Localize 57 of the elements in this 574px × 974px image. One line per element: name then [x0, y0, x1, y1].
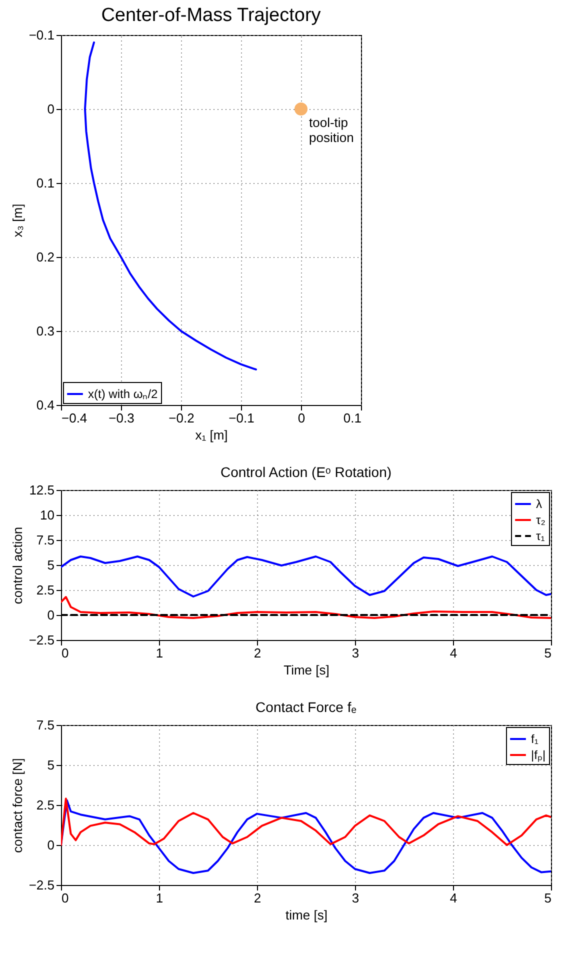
y-axis-title: contact force [N]: [10, 758, 25, 853]
x-tick-label: 2: [254, 890, 262, 906]
x-tick-label: −0.4: [62, 410, 88, 426]
y-tick-label: −0.1: [28, 28, 54, 42]
y-tick-label: 12.5: [29, 482, 54, 498]
y-tick-label: 7.5: [36, 532, 54, 548]
y-axis-title: x₃ [m]: [10, 204, 25, 238]
y-tick-label: 7.5: [36, 718, 54, 732]
line-series: [61, 799, 551, 874]
x-axis-title: Time [s]: [284, 662, 330, 678]
x-tick-label: 2: [254, 646, 262, 660]
x-tick-label: 0.1: [343, 410, 362, 426]
x-tick-label: −0.1: [228, 410, 254, 426]
legend-label: x(t) with ωₙ/2: [88, 387, 158, 401]
legend-label: τ₁: [536, 529, 545, 543]
y-tick-label: 2.5: [36, 798, 54, 812]
y-tick-label: 0: [47, 838, 54, 852]
legend-label: |fₚ|: [531, 748, 546, 762]
x-tick-label: 4: [450, 646, 458, 660]
y-tick-label: 5: [47, 558, 54, 572]
x-tick-label: 1: [156, 890, 164, 906]
x-tick-label: 3: [352, 890, 360, 906]
y-tick-label: 5: [47, 758, 54, 772]
legend-label: f₁: [531, 732, 538, 746]
x-tick-label: 5: [544, 646, 552, 660]
y-tick-label: 10: [40, 508, 54, 522]
line-series: [84, 41, 257, 370]
y-tick-label: 0.2: [36, 250, 54, 264]
chart-title: Contact Force fₑ: [256, 699, 356, 715]
x-axis-title: x₁ [m]: [195, 428, 228, 442]
y-tick-label: −2.5: [28, 878, 54, 892]
x-tick-label: −0.3: [108, 410, 134, 426]
legend-label: τ₂: [536, 513, 546, 527]
line-series: [61, 596, 551, 619]
annotation: tool-tip position: [309, 115, 354, 145]
y-tick-label: 2.5: [36, 582, 54, 598]
y-tick-label: −2.5: [28, 632, 54, 648]
y-tick-label: 0: [47, 608, 54, 622]
chart-title: Control Action (Eᵒ Rotation): [220, 464, 392, 480]
x-tick-label: 1: [156, 646, 164, 660]
legend-label: λ: [536, 497, 542, 511]
x-tick-label: 4: [450, 890, 458, 906]
y-tick-label: 0: [47, 102, 54, 116]
x-tick-label: 3: [352, 646, 360, 660]
x-tick-label: −0.2: [168, 410, 194, 426]
x-tick-label: 0: [62, 890, 69, 906]
y-tick-label: 0.3: [36, 324, 54, 338]
x-tick-label: 0: [298, 410, 306, 426]
y-tick-label: 0.4: [36, 398, 54, 412]
y-tick-label: 0.1: [36, 176, 54, 190]
x-tick-label: 5: [544, 890, 552, 906]
y-axis-title: control action: [10, 526, 25, 604]
line-series: [61, 556, 551, 598]
x-tick-label: 0: [62, 646, 69, 660]
chart-title: Center-of-Mass Trajectory: [101, 5, 322, 26]
x-axis-title: time [s]: [286, 908, 328, 922]
line-series: [61, 798, 551, 846]
